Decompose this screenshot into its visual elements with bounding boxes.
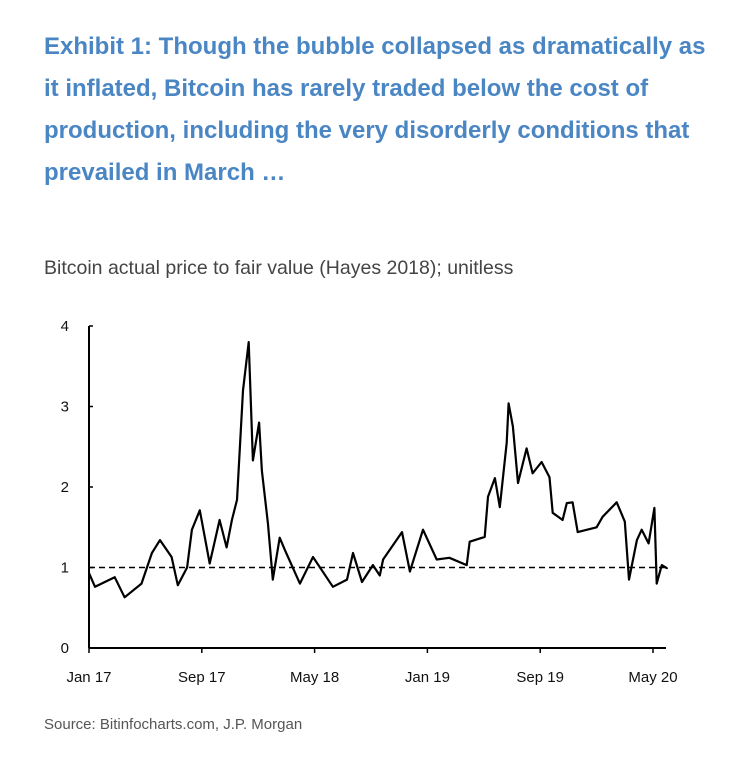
data-point xyxy=(566,502,568,504)
data-point xyxy=(225,546,228,549)
data-point xyxy=(231,519,233,521)
data-point xyxy=(636,539,638,541)
x-tick-label: May 18 xyxy=(290,669,339,686)
y-tick-label: 1 xyxy=(61,560,69,577)
data-point xyxy=(218,519,221,521)
data-point xyxy=(551,511,554,514)
data-point xyxy=(361,581,363,583)
data-point xyxy=(517,482,519,484)
data-point xyxy=(448,557,451,559)
data-point xyxy=(666,567,668,570)
data-point xyxy=(186,566,188,569)
y-tick-label: 4 xyxy=(61,318,69,335)
data-point xyxy=(540,461,543,463)
data-point xyxy=(655,582,658,585)
y-tick-label: 2 xyxy=(61,479,69,496)
data-point xyxy=(94,586,96,588)
data-point xyxy=(208,562,211,565)
data-point xyxy=(507,402,510,405)
data-point xyxy=(113,576,116,578)
data-point xyxy=(88,572,90,574)
data-point xyxy=(615,501,618,504)
data-point xyxy=(487,495,489,498)
data-point xyxy=(653,507,656,509)
data-point xyxy=(198,509,201,512)
data-point xyxy=(176,584,179,587)
data-point xyxy=(123,596,126,599)
data-point xyxy=(505,441,508,444)
data-point xyxy=(271,578,274,581)
x-tick-label: Sep 19 xyxy=(516,669,564,686)
data-point xyxy=(661,564,663,566)
data-point xyxy=(498,506,501,508)
data-point xyxy=(247,341,250,343)
data-point xyxy=(422,528,424,531)
data-point xyxy=(267,522,269,525)
data-point xyxy=(372,564,374,566)
data-point xyxy=(435,558,438,561)
chart-subtitle: Bitcoin actual price to fair value (Haye… xyxy=(44,257,514,279)
data-point xyxy=(191,528,193,531)
data-point xyxy=(278,536,281,539)
data-point xyxy=(170,556,173,558)
data-point xyxy=(346,578,348,581)
x-tick-label: May 20 xyxy=(628,669,677,686)
data-point xyxy=(242,389,244,392)
data-point xyxy=(531,472,534,475)
data-point xyxy=(401,531,403,533)
data-point xyxy=(525,447,528,450)
data-point xyxy=(299,582,301,585)
y-tick-label: 3 xyxy=(61,399,69,416)
data-point xyxy=(465,564,468,566)
x-tick-label: Jan 17 xyxy=(66,669,111,686)
chart-title: Exhibit 1: Though the bubble collapsed a… xyxy=(44,33,706,186)
data-point xyxy=(261,470,263,472)
data-point xyxy=(468,540,471,543)
x-tick-label: Jan 19 xyxy=(405,669,450,686)
data-point xyxy=(236,499,238,501)
data-point xyxy=(624,520,626,523)
data-point xyxy=(379,574,381,577)
y-tick-label: 0 xyxy=(61,640,69,657)
data-point xyxy=(561,519,564,521)
x-tick-label: Sep 17 xyxy=(178,669,226,686)
price-to-fair-value-line xyxy=(87,341,668,599)
data-point xyxy=(159,539,161,541)
data-point xyxy=(409,570,411,573)
data-point xyxy=(483,536,486,538)
data-point xyxy=(576,531,579,533)
data-point xyxy=(258,421,260,424)
data-point xyxy=(571,501,574,504)
data-point xyxy=(382,558,384,561)
data-point xyxy=(512,425,514,428)
data-point xyxy=(252,459,254,462)
data-point xyxy=(352,552,354,554)
data-point xyxy=(494,477,496,479)
data-point xyxy=(595,526,598,529)
data-point xyxy=(640,528,643,531)
data-point xyxy=(151,552,153,554)
source-note: Source: Bitinfocharts.com, J.P. Morgan xyxy=(44,716,303,733)
data-point xyxy=(312,556,314,558)
data-point xyxy=(284,548,286,551)
data-point xyxy=(332,586,334,588)
data-point xyxy=(628,578,630,581)
data-point xyxy=(601,515,604,518)
data-point xyxy=(548,476,551,479)
data-point xyxy=(140,582,143,585)
data-point xyxy=(647,542,650,545)
